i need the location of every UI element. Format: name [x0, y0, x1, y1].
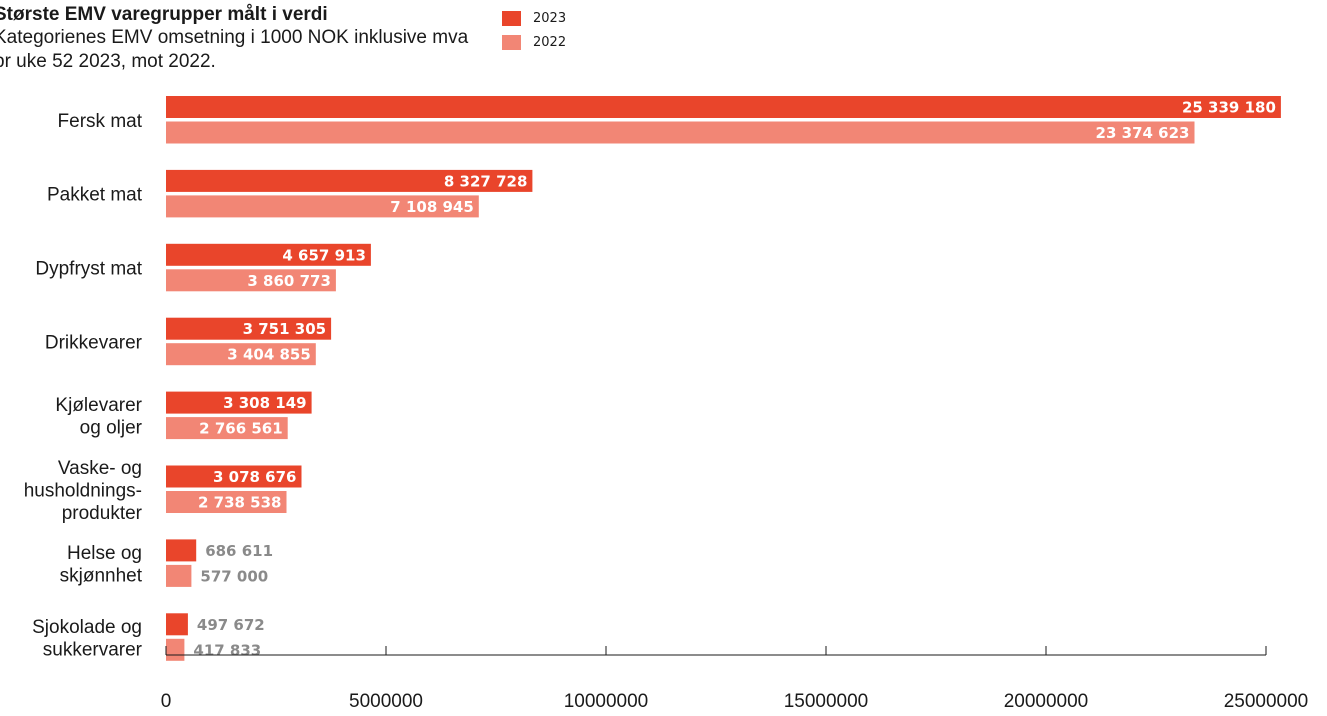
category-label: Dypfryst mat	[35, 259, 142, 280]
bar-2022	[166, 491, 287, 513]
data-label: 7 108 945	[390, 198, 474, 216]
data-label: 417 833	[193, 641, 261, 659]
bar-2023	[166, 96, 1281, 118]
data-label: 3 308 149	[223, 394, 307, 412]
category-label: Fersk mat	[58, 111, 143, 132]
category-label: Pakket mat	[47, 185, 143, 206]
category-label: Helse og skjønnhet	[60, 543, 143, 587]
chart-title: Største EMV varegrupper målt i verdi	[0, 4, 328, 25]
bar-2023	[166, 243, 371, 266]
data-label: 4 657 913	[282, 246, 366, 264]
x-tick-label: 15000000	[784, 691, 869, 712]
x-tick-label: 10000000	[564, 691, 649, 712]
bar-2022	[166, 638, 185, 661]
data-label: 23 374 623	[1096, 124, 1190, 142]
category-label: Sjokolade og sukkervarer	[32, 617, 143, 661]
category-label: Vaske- og husholdnings-produkter	[24, 458, 143, 524]
data-label: 25 339 180	[1182, 99, 1276, 117]
bar-2023	[166, 539, 197, 562]
legend-swatch-2023	[502, 10, 521, 26]
bar-2023	[166, 391, 312, 414]
x-tick-label: 5000000	[349, 691, 423, 712]
bar-2022	[166, 417, 288, 440]
data-label: 686 611	[205, 542, 273, 560]
bar-2022	[166, 195, 479, 218]
category-label: Kjølevarer og oljer	[55, 395, 142, 439]
data-label: 8 327 728	[444, 172, 528, 190]
x-tick-label: 0	[161, 691, 172, 712]
bar-2023	[166, 613, 188, 636]
legend-item-2022: 2022	[502, 30, 566, 54]
bar-2022	[166, 121, 1195, 144]
x-tick-label: 20000000	[1004, 691, 1089, 712]
data-label: 2 738 538	[198, 494, 282, 512]
bar-2023	[166, 317, 332, 340]
data-label: 3 860 773	[247, 272, 331, 290]
data-label: 3 078 676	[213, 468, 297, 486]
legend: 2023 2022	[502, 6, 566, 54]
bar-2022	[166, 343, 316, 366]
bar-2023	[166, 169, 533, 192]
x-tick-label: 25000000	[1224, 691, 1309, 712]
data-label: 3 751 305	[243, 320, 327, 338]
bar-2022	[166, 564, 192, 587]
bar-2022	[166, 269, 336, 292]
legend-label-2023: 2023	[533, 10, 567, 26]
bar-2023	[166, 465, 302, 488]
data-label: 577 000	[200, 567, 268, 585]
chart-header: Største EMV varegrupper målt i verdi Kat…	[0, 3, 474, 74]
legend-swatch-2022	[502, 34, 521, 50]
data-label: 497 672	[197, 616, 265, 634]
category-label: Drikkevarer	[45, 333, 143, 354]
legend-item-2023: 2023	[502, 6, 566, 30]
data-label: 2 766 561	[199, 420, 283, 438]
legend-label-2022: 2022	[533, 34, 567, 50]
chart-subtitle: Kategorienes EMV omsetning i 1000 NOK in…	[0, 27, 469, 72]
data-label: 3 404 855	[227, 346, 311, 364]
